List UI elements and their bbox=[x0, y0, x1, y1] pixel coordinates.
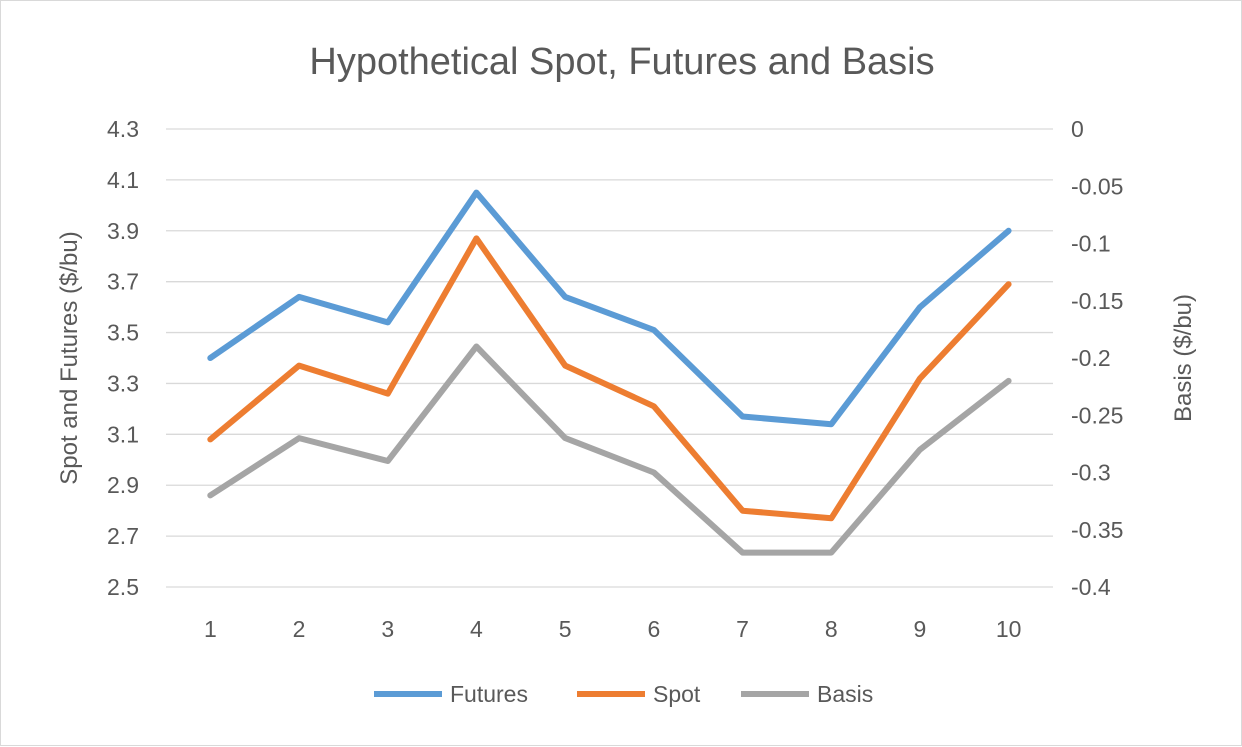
x-tick-label: 8 bbox=[825, 616, 838, 642]
y-tick-label: 4.1 bbox=[107, 167, 139, 193]
y-axis-title: Spot and Futures ($/bu) bbox=[56, 231, 83, 484]
y2-tick-label: -0.3 bbox=[1071, 460, 1111, 486]
y2-tick-label: -0.35 bbox=[1071, 517, 1123, 543]
series-lines bbox=[207, 189, 1012, 556]
y2-axis-title: Basis ($/bu) bbox=[1170, 294, 1197, 422]
y-tick-label: 2.9 bbox=[107, 472, 139, 498]
left-axis-ticks: 2.5 2.7 2.9 3.1 3.3 3.5 3.7 3.9 4.1 4.3 bbox=[107, 116, 139, 600]
legend-label-spot: Spot bbox=[653, 681, 701, 707]
gridlines bbox=[166, 128, 1053, 588]
series-line-futures bbox=[207, 189, 1012, 428]
y-tick-label: 3.3 bbox=[107, 370, 139, 396]
right-axis-ticks: -0.4 -0.35 -0.3 -0.25 -0.2 -0.15 -0.1 -0.05 0 bbox=[1071, 116, 1123, 600]
y-tick-label: 4.3 bbox=[107, 116, 139, 142]
legend-label-futures: Futures bbox=[450, 681, 528, 707]
x-tick-label: 3 bbox=[381, 616, 394, 642]
x-tick-label: 2 bbox=[293, 616, 306, 642]
x-tick-label: 5 bbox=[559, 616, 572, 642]
series-line-spot bbox=[207, 235, 1012, 522]
y2-tick-label: -0.4 bbox=[1071, 574, 1111, 600]
y2-tick-label: -0.2 bbox=[1071, 345, 1111, 371]
legend-label-basis: Basis bbox=[817, 681, 873, 707]
legend: Futures Spot Basis bbox=[374, 681, 873, 707]
x-tick-label: 9 bbox=[914, 616, 927, 642]
series-line-basis bbox=[207, 343, 1012, 556]
y-tick-label: 2.7 bbox=[107, 523, 139, 549]
y-tick-label: 3.7 bbox=[107, 269, 139, 295]
x-tick-label: 10 bbox=[996, 616, 1022, 642]
y2-tick-label: 0 bbox=[1071, 116, 1084, 142]
y-tick-label: 2.5 bbox=[107, 574, 139, 600]
chart-title: Hypothetical Spot, Futures and Basis bbox=[309, 41, 934, 83]
y-tick-label: 3.9 bbox=[107, 218, 139, 244]
y2-tick-label: -0.05 bbox=[1071, 173, 1123, 199]
x-tick-label: 6 bbox=[647, 616, 660, 642]
x-tick-label: 1 bbox=[204, 616, 217, 642]
y2-tick-label: -0.1 bbox=[1071, 231, 1111, 257]
y-tick-label: 3.1 bbox=[107, 421, 139, 447]
y2-tick-label: -0.25 bbox=[1071, 402, 1123, 428]
x-tick-label: 7 bbox=[736, 616, 749, 642]
y2-tick-label: -0.15 bbox=[1071, 288, 1123, 314]
y-tick-label: 3.5 bbox=[107, 320, 139, 346]
x-tick-label: 4 bbox=[470, 616, 483, 642]
x-axis-ticks: 1 2 3 4 5 6 7 8 9 10 bbox=[204, 616, 1021, 642]
